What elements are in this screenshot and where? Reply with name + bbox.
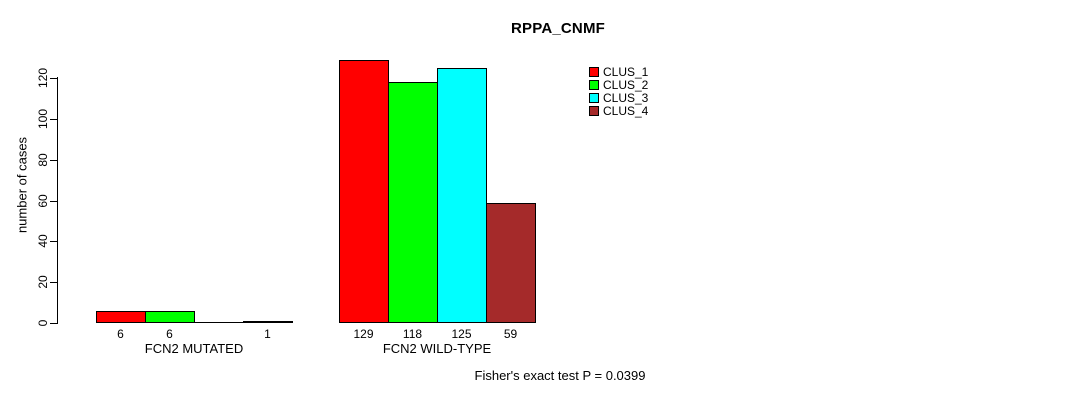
legend-swatch-icon bbox=[589, 67, 599, 77]
bar-value-label: 59 bbox=[503, 327, 518, 341]
bar-clus_1-mutated bbox=[96, 311, 146, 323]
bar-clus_2-wild-type bbox=[388, 82, 438, 323]
y-tick-label: 120 bbox=[36, 67, 50, 89]
bar-value-label: 118 bbox=[402, 327, 423, 341]
legend-swatch-icon bbox=[589, 106, 599, 116]
legend-label: CLUS_4 bbox=[603, 104, 649, 118]
y-axis-line bbox=[57, 77, 58, 324]
group-label-wild-type: FCN2 WILD-TYPE bbox=[382, 341, 492, 356]
y-tick-label: 0 bbox=[36, 319, 50, 327]
legend-label: CLUS_2 bbox=[603, 78, 649, 92]
bar-clus_3-mutated bbox=[194, 322, 244, 323]
group-label-mutated: FCN2 MUTATED bbox=[144, 341, 244, 356]
bar-clus_1-wild-type bbox=[339, 60, 389, 323]
y-tick bbox=[50, 282, 57, 284]
bar-clus_4-wild-type bbox=[486, 203, 536, 323]
y-tick bbox=[50, 78, 57, 79]
y-tick-label: 20 bbox=[36, 275, 50, 289]
bar-value-label: 129 bbox=[353, 327, 374, 341]
y-tick bbox=[50, 200, 57, 202]
y-tick-label: 40 bbox=[36, 234, 50, 249]
chart-title: RPPA_CNMF bbox=[510, 20, 606, 37]
y-tick-label: 100 bbox=[36, 108, 50, 129]
bar-value-label: 1 bbox=[264, 327, 271, 341]
bar-clus_2-mutated bbox=[145, 311, 195, 323]
fisher-test-annotation: Fisher's exact test P = 0.0399 bbox=[474, 368, 646, 383]
y-tick bbox=[50, 323, 57, 324]
bar-value-label: 6 bbox=[117, 327, 124, 341]
y-tick bbox=[50, 118, 57, 120]
legend-swatch-icon bbox=[589, 80, 599, 90]
y-tick-label: 60 bbox=[36, 193, 50, 208]
bar-clus_4-mutated bbox=[243, 321, 293, 323]
bar-clus_3-wild-type bbox=[437, 68, 487, 323]
y-tick bbox=[50, 159, 57, 161]
y-tick-label: 80 bbox=[36, 152, 50, 167]
bar-value-label: 6 bbox=[166, 327, 173, 341]
y-axis-title: number of cases bbox=[14, 136, 30, 234]
legend: CLUS_1 CLUS_2 CLUS_3 CLUS_4 bbox=[589, 65, 669, 120]
bar-value-label: 125 bbox=[451, 327, 472, 341]
legend-label: CLUS_1 bbox=[603, 65, 649, 79]
legend-swatch-icon bbox=[589, 93, 599, 103]
legend-label: CLUS_3 bbox=[603, 91, 649, 105]
y-tick bbox=[50, 241, 57, 243]
